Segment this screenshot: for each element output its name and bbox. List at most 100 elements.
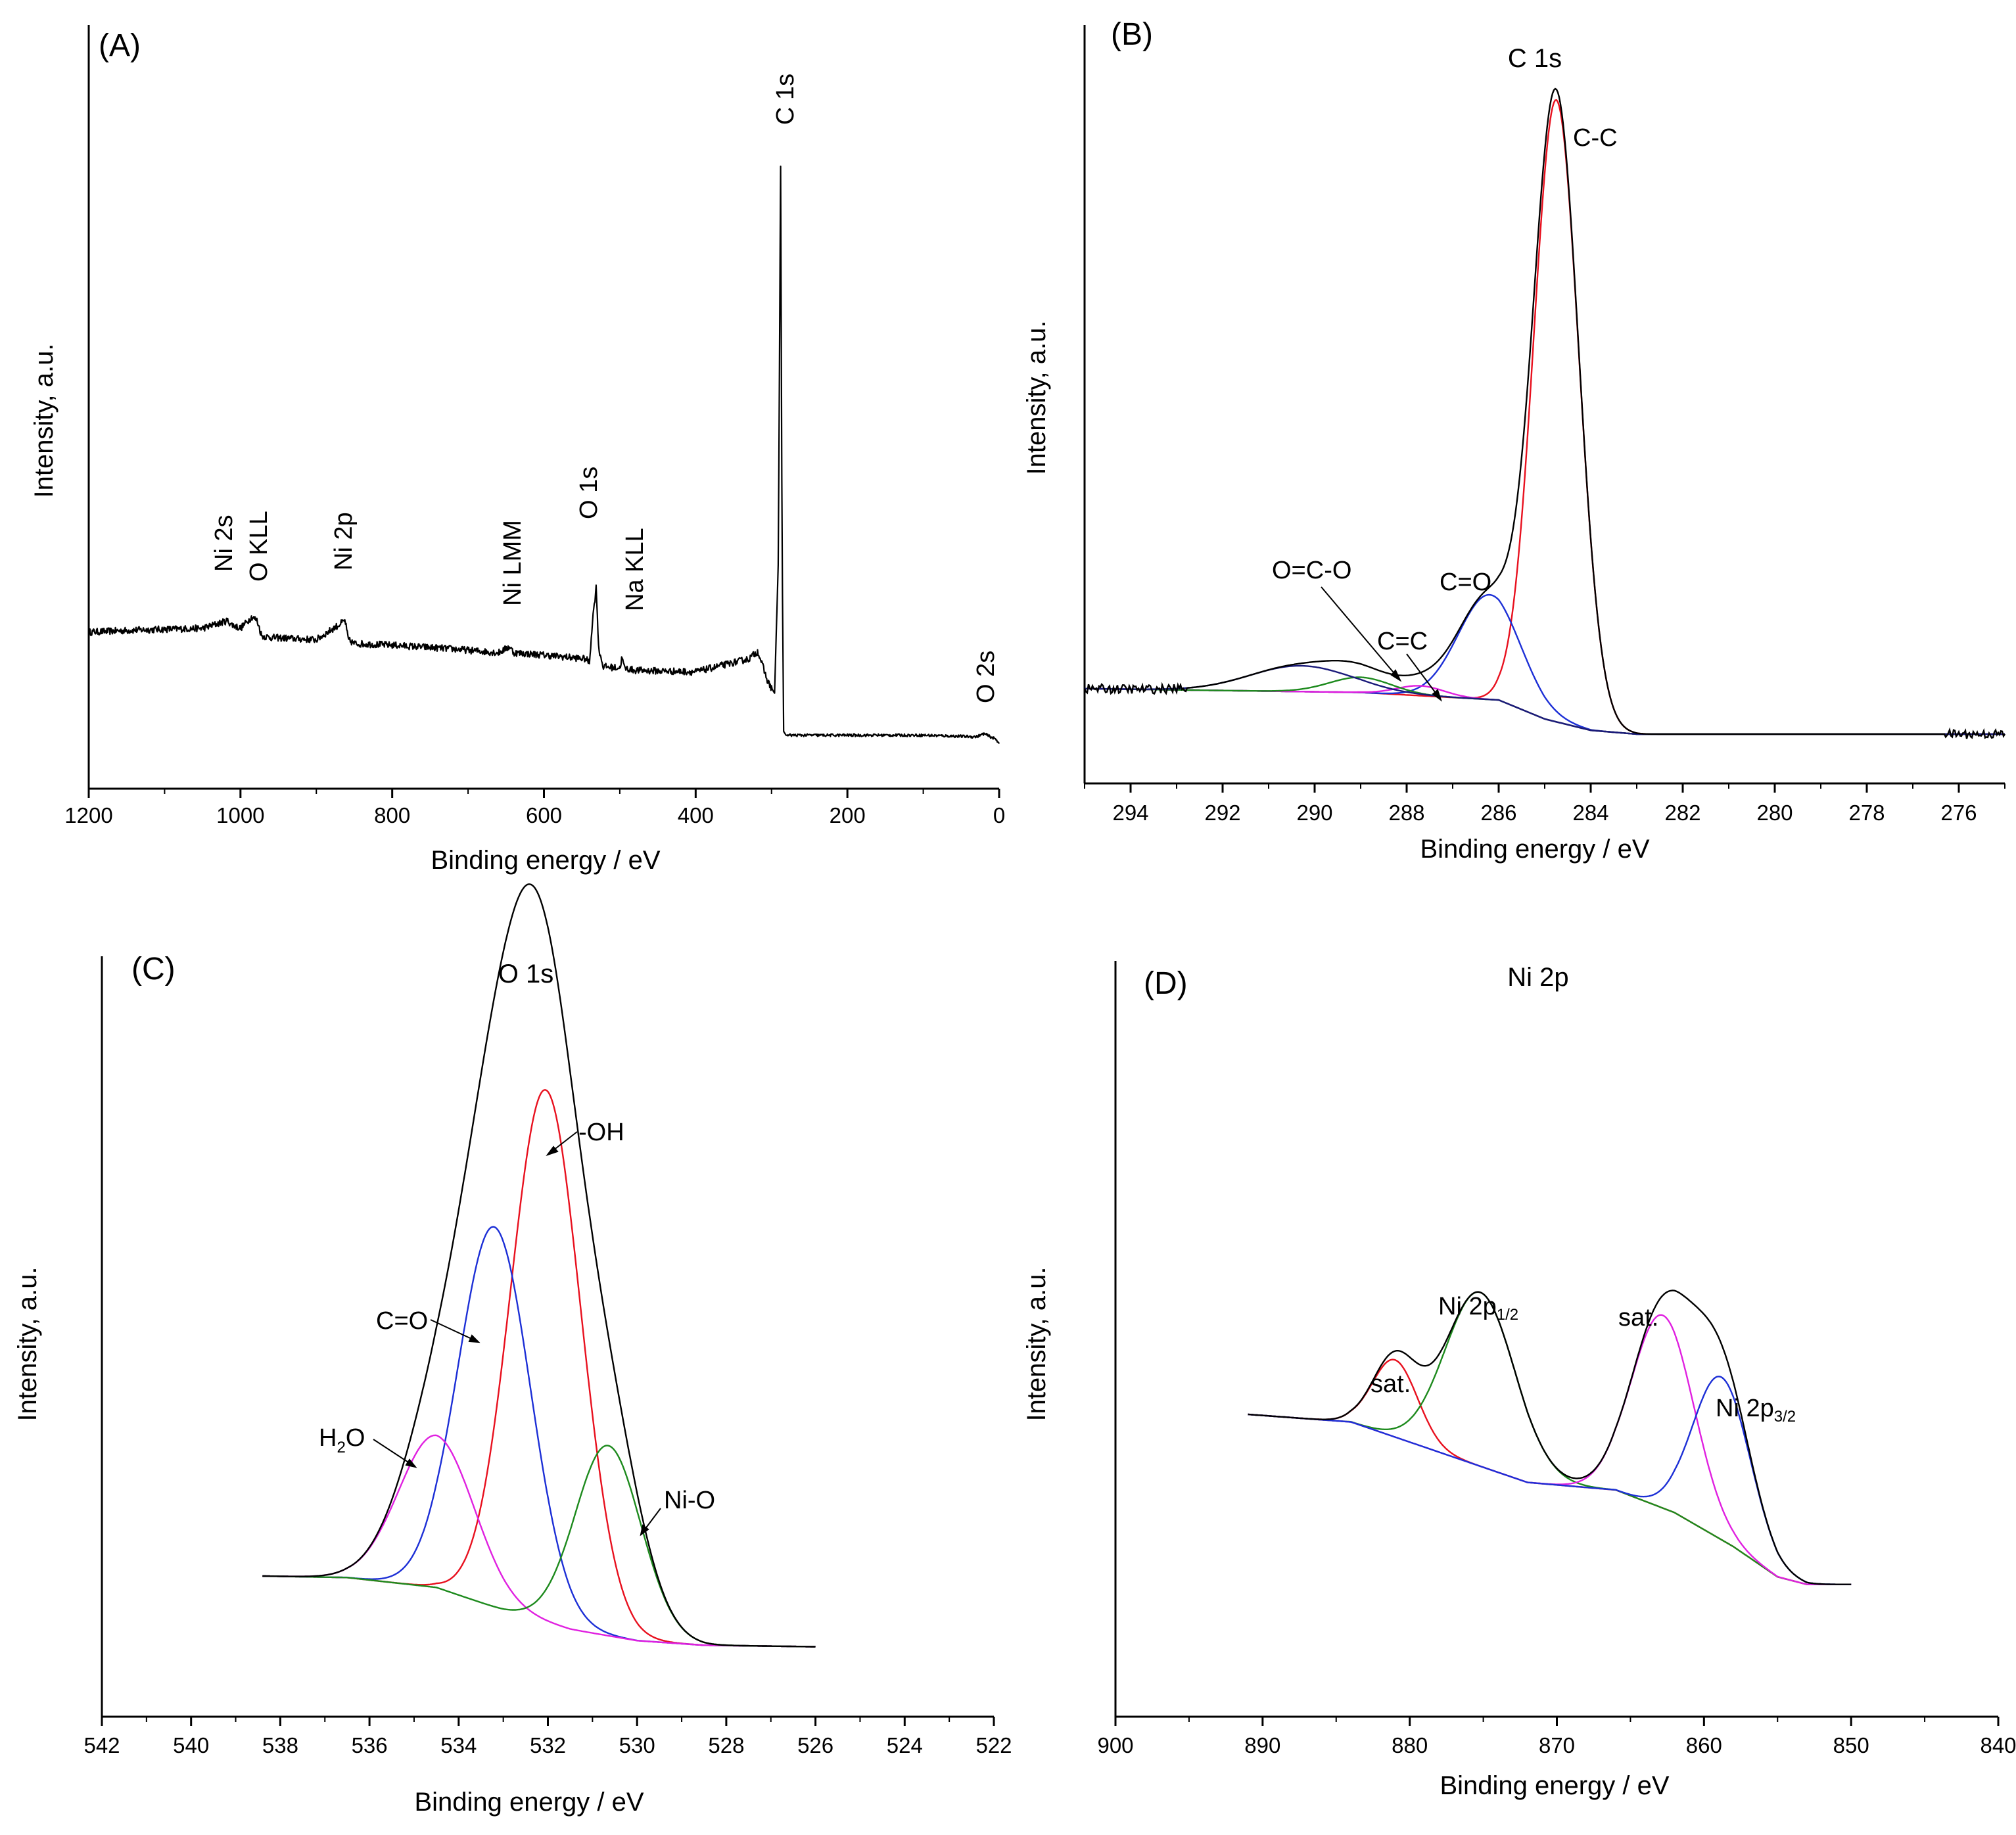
panel-d-tick-label: 890 xyxy=(1244,1733,1280,1757)
panel-c-label: (C) xyxy=(131,952,176,987)
peak-label-ni2p12: Ni 2p1/2 xyxy=(1438,1293,1518,1324)
peak-label-c1s: C 1s xyxy=(772,74,799,125)
panel-d: (D) Ni 2p 900 890 880 870 860 850 840 Bi… xyxy=(1022,961,2016,1800)
panel-d-y-axis-label: Intensity, a.u. xyxy=(1022,1267,1051,1422)
panel-b-ticks xyxy=(1084,783,2005,793)
panel-b-title: C 1s xyxy=(1508,44,1562,73)
panel-c-tick-label: 532 xyxy=(530,1733,566,1757)
peak-label-ni2p32: Ni 2p3/2 xyxy=(1716,1395,1796,1426)
envelope-line xyxy=(1248,1289,1852,1585)
panel-c-tick-label: 522 xyxy=(975,1733,1012,1757)
panel-b-tick-label: 278 xyxy=(1848,801,1885,825)
panel-a-tick-label: 1000 xyxy=(216,803,264,827)
panel-c-x-axis-label: Binding energy / eV xyxy=(414,1788,644,1817)
panel-a-tick-label: 800 xyxy=(374,803,410,827)
panel-c-y-axis-label: Intensity, a.u. xyxy=(13,1267,42,1422)
panel-a-peak-labels: Ni 2s O KLL Ni 2p Ni LMM O 1s Na KLL C 1… xyxy=(210,74,1000,703)
panel-a-label: (A) xyxy=(99,28,141,63)
panel-c-title: O 1s xyxy=(498,960,553,988)
panel-b-tick-label: 286 xyxy=(1480,801,1516,825)
panel-a-x-axis-label: Binding energy / eV xyxy=(431,846,660,875)
panel-d-x-axis-label: Binding energy / eV xyxy=(1440,1771,1669,1800)
peak-label-co-double: C=O xyxy=(1440,569,1491,596)
panel-d-ticks xyxy=(1114,1717,2000,1726)
panel-c-tick-label: 542 xyxy=(83,1733,120,1757)
panel-b-tick-label: 292 xyxy=(1204,801,1240,825)
ni2p12-subscript: 1/2 xyxy=(1497,1306,1518,1324)
ni2p32-subscript: 3/2 xyxy=(1774,1408,1796,1426)
h2o-main: H xyxy=(319,1424,337,1452)
panel-d-title: Ni 2p xyxy=(1507,963,1568,992)
panel-b-tick-label: 276 xyxy=(1940,801,1977,825)
peak-label-okll: O KLL xyxy=(245,511,273,582)
peak-label-o2s: O 2s xyxy=(972,651,1000,703)
panel-b-label: (B) xyxy=(1111,17,1153,52)
panel-c-tick-label: 538 xyxy=(262,1733,298,1757)
panel-c-tick-label: 526 xyxy=(797,1733,833,1757)
panel-d-tick-labels: 900 890 880 870 860 850 840 xyxy=(1097,1733,2016,1757)
peak-label-co: C=O xyxy=(376,1307,428,1335)
panel-c-tick-labels: 542 540 538 536 534 532 530 528 526 524 … xyxy=(83,1733,1012,1757)
peak-label-sat-1: sat. xyxy=(1371,1370,1411,1398)
panel-d-tick-label: 870 xyxy=(1539,1733,1575,1757)
oco-arrow-head xyxy=(1390,669,1402,682)
ni2p32-main: Ni 2p xyxy=(1716,1395,1774,1422)
panel-b-peak-labels: C-C C=O C=C O=C-O xyxy=(1272,124,1618,655)
panel-a-tick-label: 200 xyxy=(830,803,866,827)
nio-arrow-head xyxy=(640,1524,649,1537)
panel-d-tick-label: 880 xyxy=(1392,1733,1428,1757)
panel-b-plot-area xyxy=(1083,87,2006,739)
panel-c-tick-label: 528 xyxy=(708,1733,744,1757)
peak-label-oco: O=C-O xyxy=(1272,557,1351,584)
panel-c-tick-label: 530 xyxy=(619,1733,655,1757)
envelope-line xyxy=(262,883,816,1648)
panel-c-label-arrows xyxy=(373,1131,661,1537)
panel-d-plot-area xyxy=(1248,1289,1852,1585)
panel-a-ticks xyxy=(87,789,1000,798)
panel-c-peak-labels: -OH C=O H2O Ni-O xyxy=(319,1119,715,1514)
panel-a-tick-label: 400 xyxy=(678,803,714,827)
panel-b-tick-labels: 294 292 290 288 286 284 282 280 278 276 xyxy=(1112,801,1977,825)
peak-label-cc-double: C=C xyxy=(1377,628,1428,655)
peak-label-o1s: O 1s xyxy=(575,467,603,519)
peak-label-nio: Ni-O xyxy=(664,1487,715,1514)
panel-a-y-axis-label: Intensity, a.u. xyxy=(30,344,59,498)
panel-b: (B) C 1s 294 292 290 288 286 284 282 280… xyxy=(1022,17,2006,864)
panel-b-y-axis-label: Intensity, a.u. xyxy=(1022,321,1051,475)
panel-b-tick-label: 282 xyxy=(1664,801,1700,825)
peak-label-nakll: Na KLL xyxy=(621,528,649,611)
panel-a-tick-label: 600 xyxy=(526,803,562,827)
oco-arrow xyxy=(1321,586,1401,681)
h2o-end: O xyxy=(346,1424,365,1452)
panel-a-tick-labels: 1200 1000 800 600 400 200 0 xyxy=(64,803,1005,827)
peak-label-ni2p: Ni 2p xyxy=(330,512,358,570)
oh-arrow-head xyxy=(546,1146,559,1156)
panel-d-tick-label: 860 xyxy=(1686,1733,1722,1757)
panel-d-peak-labels: sat. Ni 2p1/2 sat. Ni 2p3/2 xyxy=(1371,1293,1796,1426)
peak-label-h2o: H2O xyxy=(319,1424,365,1456)
panel-b-tick-label: 288 xyxy=(1388,801,1424,825)
panel-c-plot-area xyxy=(262,883,816,1648)
cc-double-arrow-head xyxy=(1432,689,1442,702)
component-ni-2p3-2 xyxy=(1248,1376,1852,1585)
panel-b-label-arrows xyxy=(1321,586,1442,702)
panel-a-tick-label: 1200 xyxy=(64,803,112,827)
panel-c-tick-label: 524 xyxy=(887,1733,923,1757)
panel-b-tick-label: 280 xyxy=(1756,801,1793,825)
panel-b-tick-label: 290 xyxy=(1296,801,1332,825)
panel-d-tick-label: 900 xyxy=(1097,1733,1133,1757)
h2o-arrow-head xyxy=(405,1458,417,1468)
co-arrow-head xyxy=(468,1334,481,1343)
panel-b-x-axis-label: Binding energy / eV xyxy=(1420,835,1649,864)
survey-spectrum-line xyxy=(87,165,1000,745)
panel-a: (A) 1200 1000 800 600 400 200 0 Binding … xyxy=(30,25,1005,875)
peak-label-oh: -OH xyxy=(578,1119,624,1146)
peak-label-cc-single: C-C xyxy=(1573,124,1618,152)
panel-d-tick-label: 840 xyxy=(1980,1733,2016,1757)
envelope-line xyxy=(1083,87,2006,739)
peak-label-ni2s: Ni 2s xyxy=(210,515,238,572)
panel-c-ticks xyxy=(101,1717,995,1726)
ni2p12-main: Ni 2p xyxy=(1438,1293,1497,1320)
